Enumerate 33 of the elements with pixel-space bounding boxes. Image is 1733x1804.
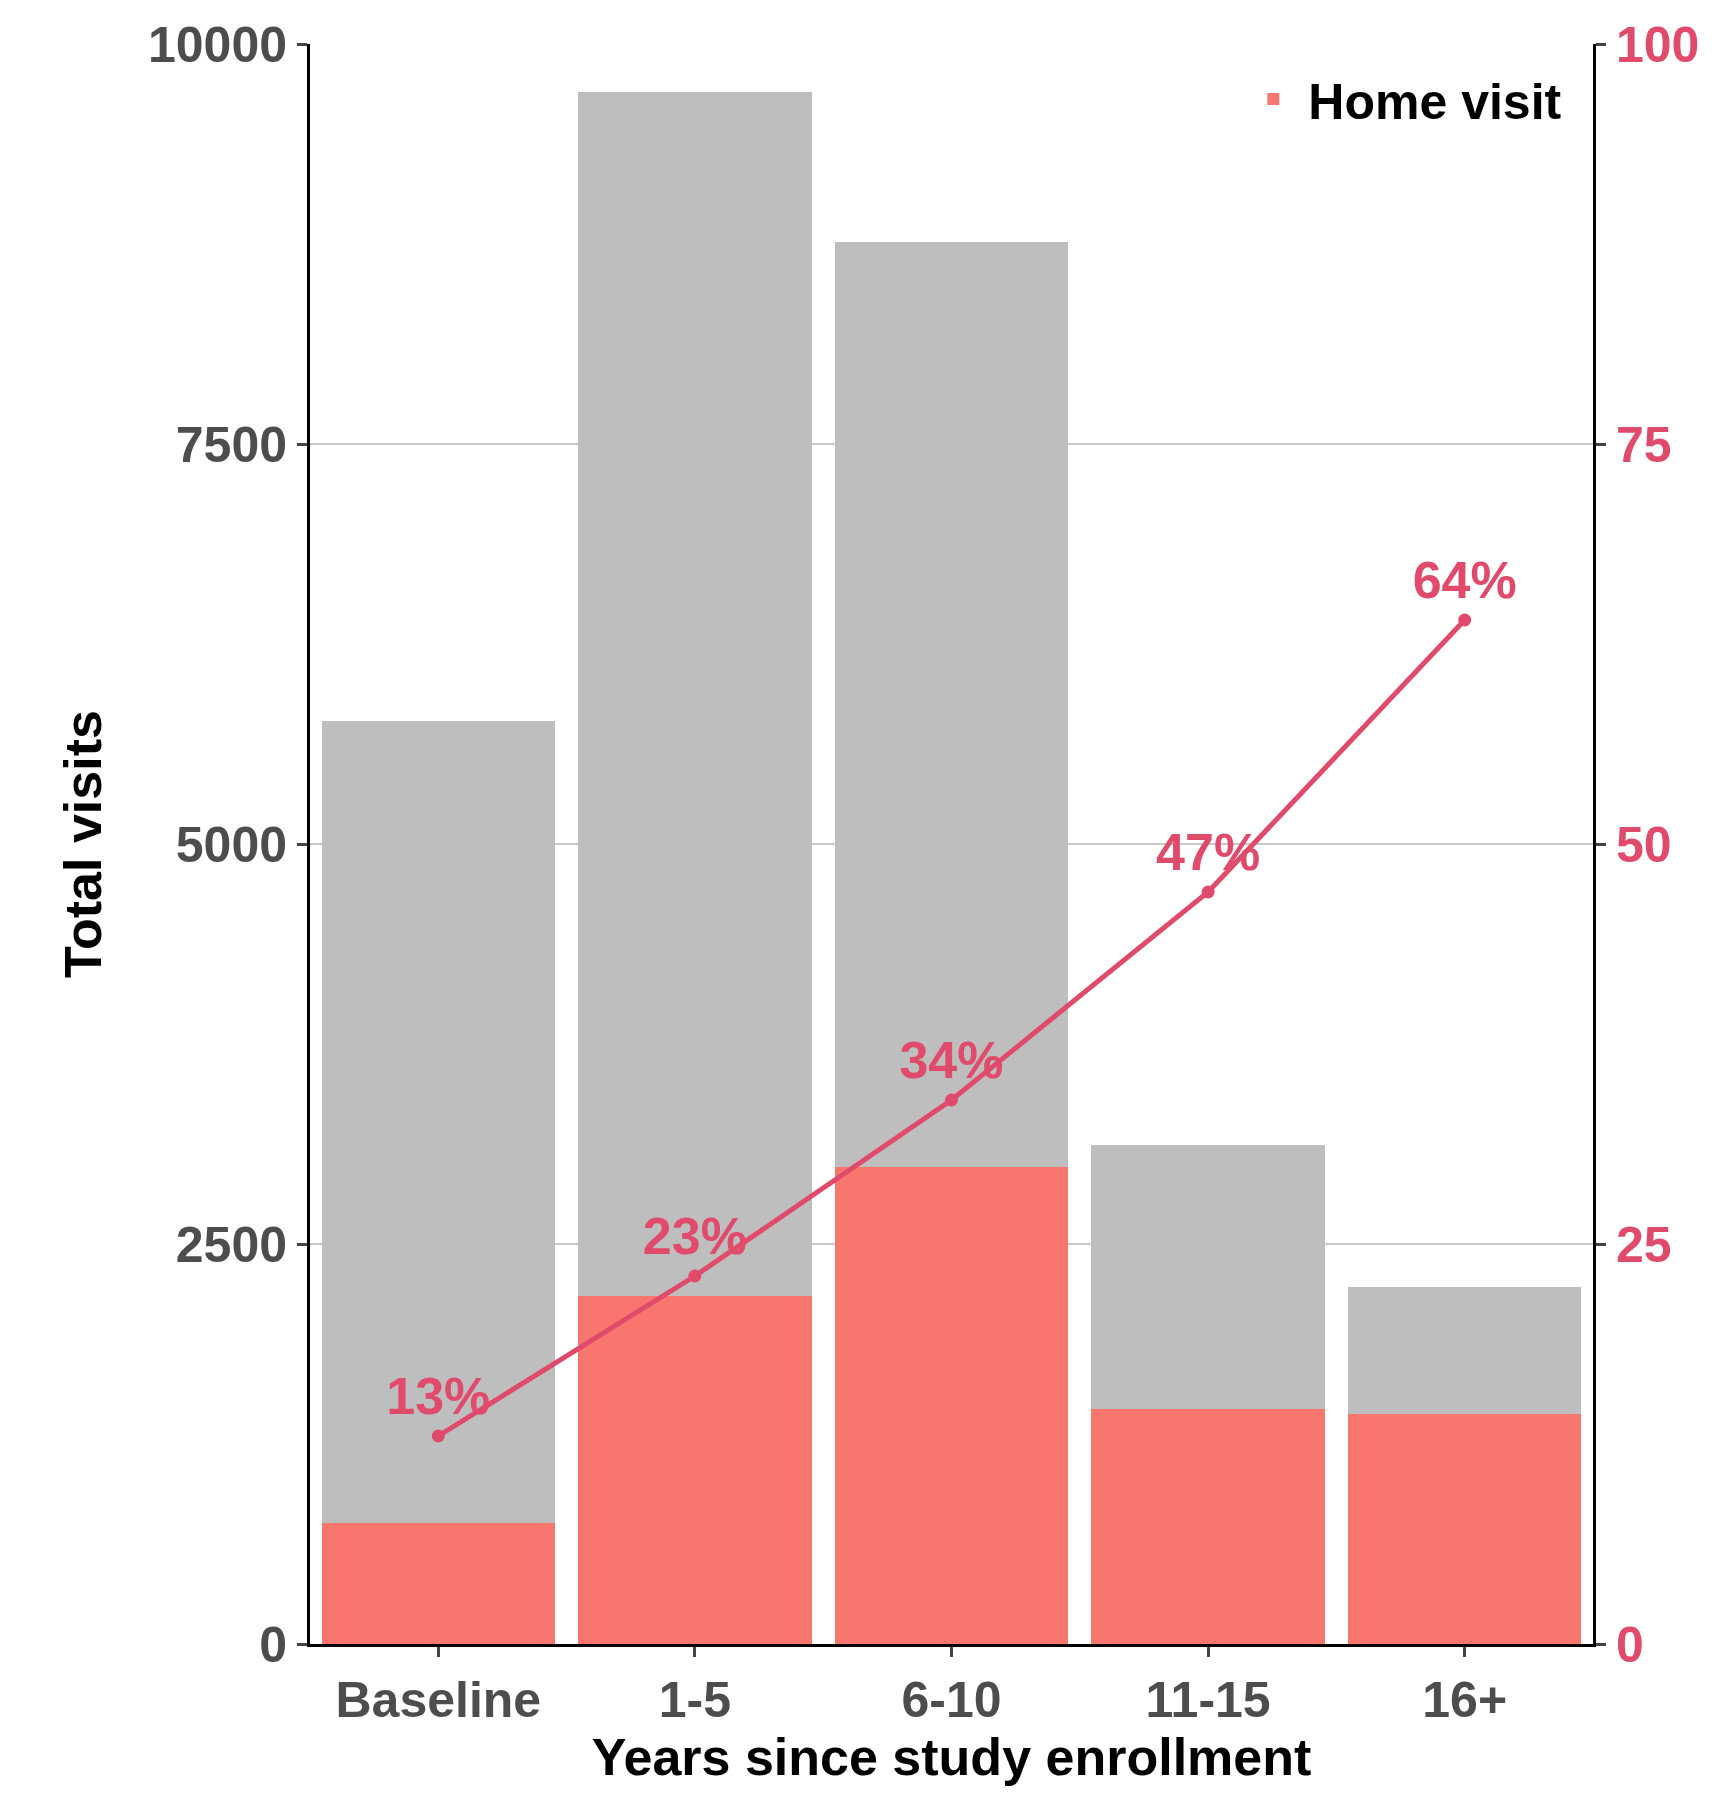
bar — [834, 1167, 1069, 1644]
y2-tick-label: 100 — [1616, 16, 1700, 73]
y2-tick-label: 50 — [1616, 816, 1672, 873]
point — [688, 1269, 702, 1283]
x-tick-label: Baseline — [335, 1672, 542, 1728]
bar — [321, 1523, 556, 1644]
y-tick-label: 2500 — [175, 1216, 287, 1273]
bar — [1347, 1286, 1582, 1415]
y-tick-label: 7500 — [175, 416, 287, 473]
x-axis-title: Years since study enrollment — [591, 1728, 1312, 1786]
y2-tick-label: 25 — [1616, 1216, 1672, 1273]
data-label: 23% — [642, 1206, 747, 1265]
bar — [1347, 1414, 1582, 1644]
y2-tick-label: 75 — [1616, 416, 1672, 473]
y-tick-label: 0 — [259, 1616, 287, 1673]
point — [1201, 885, 1215, 899]
point — [1458, 613, 1472, 627]
x-tick-label: 6-10 — [901, 1672, 1002, 1728]
bar — [578, 1295, 812, 1644]
x-tick-label: 11-15 — [1145, 1672, 1271, 1728]
y-tick-label: 10000 — [147, 16, 287, 73]
point — [431, 1429, 445, 1443]
bar — [1091, 1409, 1325, 1644]
x-tick-label: 1-5 — [658, 1672, 732, 1728]
y-axis-title: Total visits — [54, 710, 113, 978]
y-tick-label: 5000 — [175, 816, 287, 873]
data-label: 64% — [1412, 550, 1517, 609]
legend-label: Home visit — [1308, 73, 1562, 130]
data-label: 13% — [386, 1366, 491, 1425]
point — [945, 1093, 958, 1107]
data-label: 34% — [899, 1030, 1004, 1089]
x-tick-label: 16+ — [1422, 1672, 1508, 1728]
y2-tick-label: 0 — [1616, 1616, 1644, 1673]
